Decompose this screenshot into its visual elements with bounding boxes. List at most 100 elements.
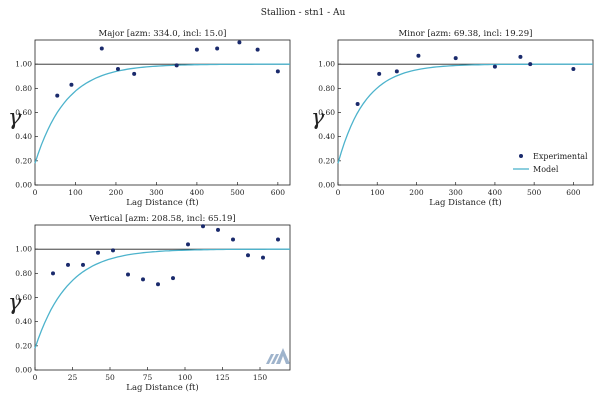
- plot-frame: [34, 224, 291, 371]
- x-tick-label: 400: [488, 188, 503, 197]
- y-tick-label: 0.80: [15, 84, 32, 93]
- x-tick-label: 100: [178, 373, 193, 382]
- x-tick-label: 125: [215, 373, 230, 382]
- experimental-point: [81, 262, 85, 267]
- x-tick-label: 200: [409, 188, 424, 197]
- y-tick-label: 0.20: [318, 156, 335, 165]
- y-tick-label: 0.40: [15, 132, 32, 141]
- y-tick-label: 0.60: [15, 108, 32, 117]
- logo-stripe: [266, 354, 274, 364]
- variogram-panel-3: Vertical [azm: 208.58, incl: 65.19]0.000…: [8, 214, 291, 393]
- x-tick-label: 300: [149, 188, 164, 197]
- experimental-point: [174, 63, 179, 68]
- experimental-point: [55, 93, 60, 98]
- y-tick-label: 0.00: [15, 181, 32, 190]
- x-tick-label: 600: [271, 188, 286, 197]
- y-tick-label: 1.00: [15, 245, 32, 254]
- x-tick-label: 100: [370, 188, 385, 197]
- y-axis-label: γ: [8, 106, 22, 131]
- experimental-point: [115, 67, 120, 71]
- x-axis-label: Lag Distance (ft): [429, 197, 501, 208]
- legend-model-label: Model: [533, 165, 559, 174]
- y-tick-label: 0.60: [15, 293, 32, 302]
- y-tick-label: 0.60: [318, 108, 335, 117]
- experimental-point: [416, 53, 421, 58]
- experimental-point: [216, 227, 220, 232]
- x-tick-label: 600: [566, 188, 581, 197]
- experimental-point: [51, 271, 55, 276]
- experimental-point: [571, 67, 576, 71]
- experimental-point: [453, 56, 458, 61]
- legend-experimental-marker: [519, 154, 523, 158]
- y-axis-label: γ: [8, 291, 22, 316]
- plot-frame: [337, 39, 594, 186]
- model-curve: [337, 63, 593, 164]
- logo-letter: [276, 348, 290, 364]
- figure-title: Stallion - stn1 - Au: [260, 8, 346, 18]
- experimental-point: [492, 64, 497, 69]
- experimental-point: [261, 255, 265, 260]
- panel-title: Vertical [azm: 208.58, incl: 65.19]: [88, 214, 235, 224]
- y-tick-label: 0.00: [15, 366, 32, 375]
- x-tick-label: 25: [68, 373, 78, 382]
- panel-title: Minor [azm: 69.38, incl: 19.29]: [399, 29, 533, 39]
- experimental-point: [132, 71, 137, 76]
- y-tick-label: 0.40: [318, 132, 335, 141]
- experimental-point: [66, 262, 70, 267]
- experimental-point: [355, 102, 360, 107]
- experimental-point: [99, 46, 104, 51]
- experimental-point: [126, 272, 130, 277]
- x-axis-label: Lag Distance (ft): [126, 197, 198, 208]
- y-tick-label: 0.00: [318, 181, 335, 190]
- x-tick-label: 0: [336, 188, 341, 197]
- variogram-logo-icon: [266, 348, 290, 364]
- experimental-point: [215, 46, 220, 51]
- logo-stripe: [271, 354, 279, 364]
- y-tick-label: 0.40: [15, 317, 32, 326]
- x-axis-label: Lag Distance (ft): [126, 382, 198, 393]
- experimental-point: [528, 62, 533, 67]
- experimental-point: [255, 47, 260, 52]
- variogram-panel-1: Major [azm: 334.0, incl: 15.0] 0.00 0.20 0.…: [8, 29, 291, 208]
- experimental-point: [111, 248, 115, 253]
- y-tick-label: 0.80: [318, 84, 335, 93]
- x-tick-label: 0: [33, 188, 38, 197]
- x-tick-label: 500: [527, 188, 542, 197]
- x-tick-label: 200: [109, 188, 124, 197]
- experimental-point: [186, 242, 190, 247]
- legend: Experimental Model: [513, 152, 588, 174]
- experimental-point: [156, 282, 160, 287]
- experimental-point: [201, 224, 205, 229]
- y-tick-label: 1.00: [15, 60, 32, 69]
- y-tick-label: 1.00: [318, 60, 335, 69]
- legend-experimental-label: Experimental: [533, 152, 588, 161]
- experimental-point: [518, 54, 523, 59]
- x-tick-label: 0: [33, 373, 38, 382]
- experimental-point: [237, 40, 242, 45]
- panel-title: Major [azm: 334.0, incl: 15.0]: [99, 29, 227, 39]
- x-tick-label: 100: [68, 188, 83, 197]
- experimental-point: [276, 237, 280, 242]
- plot-frame: [34, 39, 291, 186]
- experimental-point: [377, 71, 382, 76]
- y-tick-label: 0.20: [15, 341, 32, 350]
- model-curve: [34, 248, 290, 349]
- experimental-point: [194, 47, 199, 52]
- experimental-point: [246, 253, 250, 258]
- y-tick-label: 0.80: [15, 269, 32, 278]
- experimental-point: [171, 276, 175, 281]
- x-tick-label: 75: [143, 373, 153, 382]
- variogram-panel-2: Minor [azm: 69.38, incl: 19.29] 0.00 0.20 0…: [311, 29, 594, 208]
- x-tick-label: 500: [230, 188, 245, 197]
- x-tick-label: 300: [449, 188, 464, 197]
- experimental-point: [96, 250, 100, 255]
- x-tick-label: 50: [105, 373, 115, 382]
- model-curve: [34, 63, 290, 164]
- x-tick-label: 400: [190, 188, 205, 197]
- y-tick-label: 0.20: [15, 156, 32, 165]
- experimental-point: [69, 82, 74, 87]
- experimental-point: [394, 69, 399, 74]
- y-axis-label: γ: [311, 106, 325, 131]
